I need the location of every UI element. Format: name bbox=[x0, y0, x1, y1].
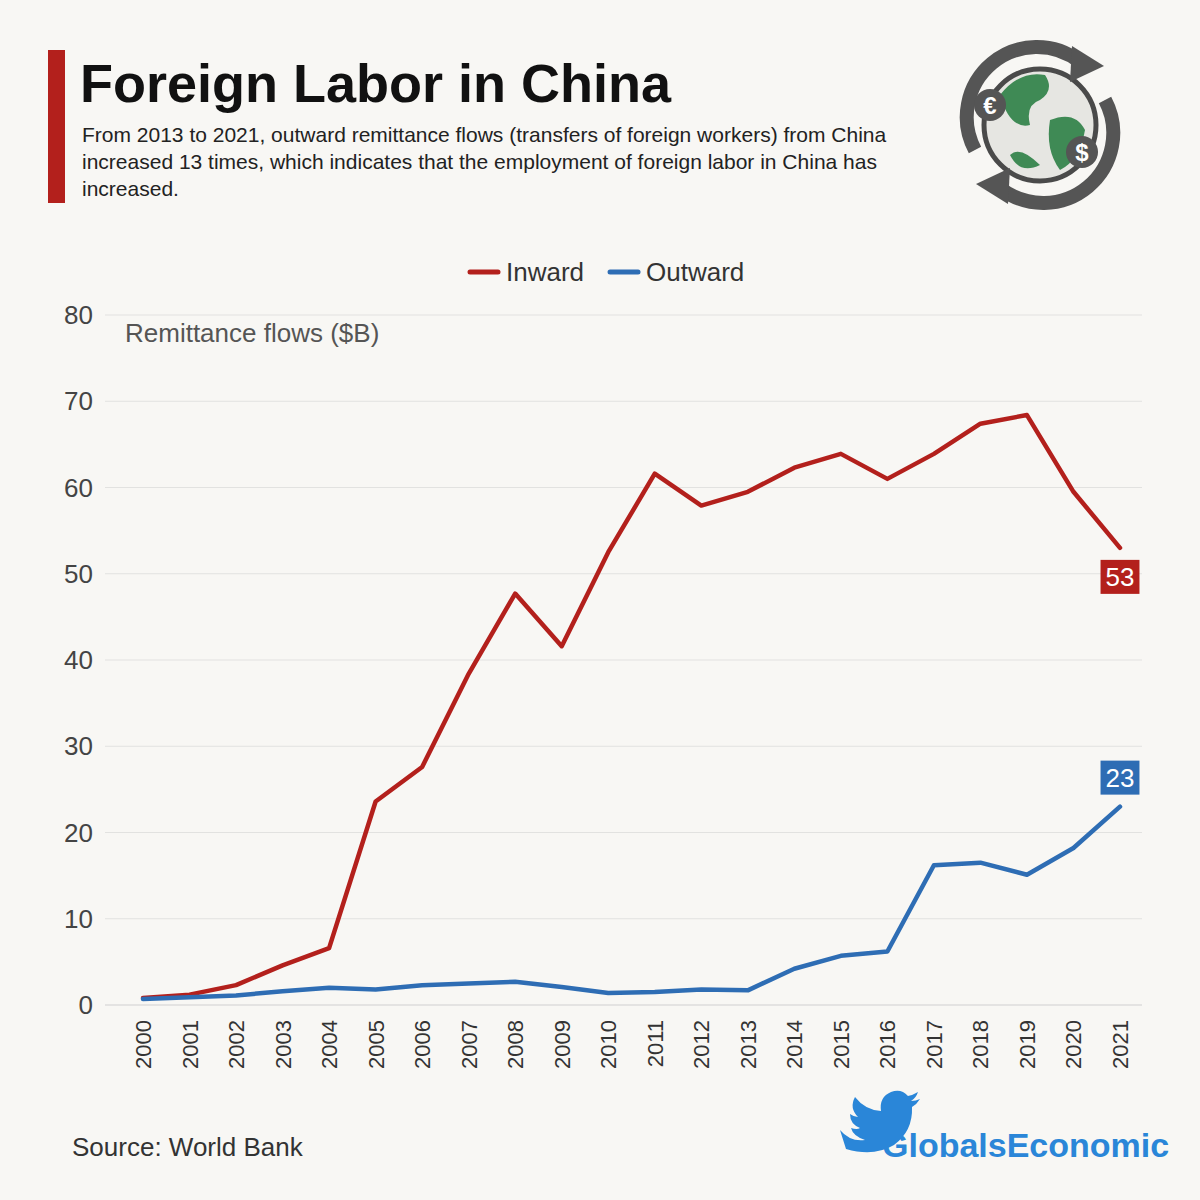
source: Source: World Bank bbox=[72, 1132, 304, 1162]
legend-label: Inward bbox=[506, 257, 584, 287]
y-tick-label: 0 bbox=[79, 990, 93, 1020]
credit: GlobalsEconomic bbox=[882, 1126, 1169, 1164]
x-tick-label: 2014 bbox=[782, 1020, 807, 1069]
y-tick-label: 30 bbox=[64, 731, 93, 761]
subtitle-line: increased 13 times, which indicates that… bbox=[82, 150, 877, 173]
end-label-box bbox=[1101, 761, 1140, 795]
series-line bbox=[143, 807, 1120, 999]
subtitle: From 2013 to 2021, outward remittance fl… bbox=[82, 123, 886, 200]
x-tick-label: 2017 bbox=[922, 1020, 947, 1069]
logo: €$ bbox=[967, 46, 1113, 204]
grid-line bbox=[105, 659, 1142, 660]
grid-line bbox=[105, 832, 1142, 833]
x-tick-label: 2013 bbox=[736, 1020, 761, 1069]
y-tick-label: 20 bbox=[64, 818, 93, 848]
end-label-box bbox=[1101, 560, 1140, 594]
background bbox=[0, 0, 1200, 1200]
x-tick-label: 2003 bbox=[271, 1020, 296, 1069]
grid-line bbox=[105, 314, 1142, 315]
lines bbox=[143, 415, 1120, 999]
end-label: 53 bbox=[1101, 560, 1140, 594]
x-tick-label: 2007 bbox=[457, 1020, 482, 1069]
series-line bbox=[143, 415, 1120, 998]
end-label-text: 53 bbox=[1106, 562, 1135, 592]
end-label-text: 23 bbox=[1106, 763, 1135, 793]
logo-arrow bbox=[967, 47, 1080, 150]
x-tick-label: 2002 bbox=[224, 1020, 249, 1069]
title-bar bbox=[48, 50, 65, 203]
legend: Inward Outward bbox=[470, 257, 744, 287]
x-tick-label: 2021 bbox=[1108, 1020, 1133, 1069]
x-tick-label: 2008 bbox=[503, 1020, 528, 1069]
y-axis-label: Remittance flows ($B) bbox=[125, 318, 379, 348]
x-tick-label: 2001 bbox=[178, 1020, 203, 1069]
grid bbox=[105, 315, 1142, 1005]
y-tick-label: 70 bbox=[64, 386, 93, 416]
x-tick-label: 2004 bbox=[317, 1020, 342, 1069]
y-tick-label: 50 bbox=[64, 559, 93, 589]
x-tick-label: 2018 bbox=[968, 1020, 993, 1069]
logo-arrow-head bbox=[976, 168, 1010, 204]
x-tick-label: 2006 bbox=[410, 1020, 435, 1069]
x-tick-label: 2015 bbox=[829, 1020, 854, 1069]
x-tick-label: 2009 bbox=[550, 1020, 575, 1069]
logo-arrow bbox=[1000, 100, 1113, 203]
grid-line bbox=[105, 918, 1142, 919]
logo-land bbox=[1000, 74, 1049, 125]
logo-coin bbox=[974, 89, 1006, 121]
chart-root: Foreign Labor in China From 2013 to 2021,… bbox=[0, 0, 1200, 1200]
subtitle-line: From 2013 to 2021, outward remittance fl… bbox=[82, 123, 886, 146]
y-tick-label: 80 bbox=[64, 300, 93, 330]
logo-symbol: $ bbox=[1075, 139, 1089, 166]
subtitle-line: increased. bbox=[82, 177, 179, 200]
y-tick-label: 40 bbox=[64, 645, 93, 675]
logo-coin bbox=[1066, 136, 1098, 168]
grid-line bbox=[105, 401, 1142, 402]
x-tick-label: 2019 bbox=[1015, 1020, 1040, 1069]
y-tick-label: 60 bbox=[64, 473, 93, 503]
logo-globe bbox=[984, 69, 1096, 181]
legend-swatch bbox=[470, 270, 498, 275]
x-tick-label: 2016 bbox=[875, 1020, 900, 1069]
x-tick-label: 2010 bbox=[596, 1020, 621, 1069]
grid-line bbox=[105, 487, 1142, 488]
end-label: 23 bbox=[1101, 761, 1140, 795]
y-tick-label: 10 bbox=[64, 904, 93, 934]
logo-symbol: € bbox=[983, 92, 996, 119]
grid-line bbox=[105, 1004, 1142, 1005]
grid-line bbox=[105, 573, 1142, 574]
legend-label: Outward bbox=[646, 257, 744, 287]
title: Foreign Labor in China bbox=[80, 53, 672, 113]
x-tick-label: 2011 bbox=[643, 1020, 668, 1067]
x-tick-label: 2005 bbox=[364, 1020, 389, 1069]
legend-swatch bbox=[610, 270, 638, 275]
x-tick-label: 2000 bbox=[131, 1020, 156, 1069]
grid-line bbox=[105, 746, 1142, 747]
x-tick-label: 2012 bbox=[689, 1020, 714, 1069]
logo-land bbox=[1010, 152, 1040, 169]
x-tick-label: 2020 bbox=[1061, 1020, 1086, 1069]
logo-arrow-head bbox=[1070, 46, 1104, 82]
